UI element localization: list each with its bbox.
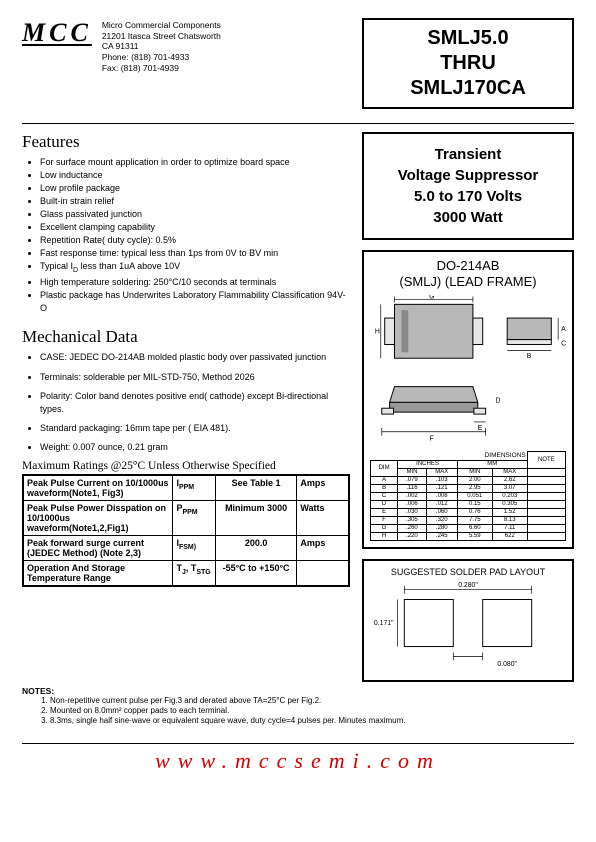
mech-item: Polarity: Color band denotes positive en… [40, 390, 350, 416]
desc-l3: 5.0 to 170 Volts [368, 186, 568, 207]
feature-item: Built-in strain relief [40, 195, 350, 208]
pkg-l1: DO-214AB [437, 258, 500, 273]
svg-text:G: G [429, 295, 434, 300]
header-row: MCC Micro Commercial Components 21201 It… [22, 18, 574, 109]
max-ratings-table: Peak Pulse Current on 10/1000us waveform… [22, 474, 350, 587]
feature-item: Glass passivated junction [40, 208, 350, 221]
feature-item: Repetition Rate( duty cycle): 0.5% [40, 234, 350, 247]
mech-heading: Mechanical Data [22, 327, 350, 347]
company-addr2: CA 91311 [102, 41, 221, 52]
svg-text:0.171": 0.171" [374, 620, 394, 627]
pkg-l2: (SMLJ) (LEAD FRAME) [399, 274, 536, 289]
content-columns: Features For surface mount application i… [22, 132, 574, 682]
package-box: DO-214AB (SMLJ) (LEAD FRAME) G H [362, 250, 574, 549]
company-address: Micro Commercial Components 21201 Itasca… [102, 20, 221, 73]
solder-pad-box: SUGGESTED SOLDER PAD LAYOUT 0.280" 0.171… [362, 559, 574, 682]
note-item: 8.3ms, single half sine-wave or equivale… [50, 716, 574, 725]
desc-l4: 3000 Watt [368, 207, 568, 228]
note-item: Non-repetitive current pulse per Fig.3 a… [50, 696, 574, 705]
svg-text:0.280": 0.280" [458, 581, 478, 588]
svg-text:C: C [561, 341, 566, 348]
desc-l1: Transient [368, 144, 568, 165]
mech-item: Standard packaging: 16mm tape per ( EIA … [40, 422, 350, 435]
package-drawing: G H A B C D [370, 295, 566, 445]
mech-item: CASE: JEDEC DO-214AB molded plastic body… [40, 351, 350, 364]
table-row: Peak Pulse Current on 10/1000us waveform… [23, 475, 349, 501]
feature-item: Plastic package has Underwrites Laborato… [40, 289, 350, 315]
left-column: Features For surface mount application i… [22, 132, 350, 682]
feature-item: Low inductance [40, 169, 350, 182]
table-row: Operation And Storage Temperature RangeT… [23, 560, 349, 586]
company-fax: Fax: (818) 701-4939 [102, 63, 221, 74]
svg-text:B: B [527, 353, 532, 360]
feature-item: High temperature soldering: 250°C/10 sec… [40, 276, 350, 289]
header-left: MCC Micro Commercial Components 21201 It… [22, 18, 352, 109]
svg-text:0.080": 0.080" [497, 661, 517, 668]
package-title: DO-214AB (SMLJ) (LEAD FRAME) [370, 258, 566, 289]
title-l1: SMLJ5.0 [368, 26, 568, 51]
svg-text:D: D [495, 398, 500, 405]
pad-title: SUGGESTED SOLDER PAD LAYOUT [370, 567, 566, 577]
svg-text:E: E [478, 425, 483, 432]
title-l3: SMLJ170CA [368, 76, 568, 101]
desc-l2: Voltage Suppressor [368, 165, 568, 186]
table-row: Peak forward surge current (JEDEC Method… [23, 535, 349, 560]
features-heading: Features [22, 132, 350, 152]
mech-item: Weight: 0.007 ounce, 0.21 gram [40, 441, 350, 454]
table-row: Peak Pulse Power Disspation on 10/1000us… [23, 500, 349, 535]
note-item: Mounted on 8.0mm² copper pads to each te… [50, 706, 574, 715]
footer-url: www.mccsemi.com [22, 748, 574, 774]
right-column: Transient Voltage Suppressor 5.0 to 170 … [362, 132, 574, 682]
divider-top [22, 123, 574, 124]
page: MCC Micro Commercial Components 21201 It… [0, 0, 596, 774]
mech-item: Terminals: solderable per MIL-STD-750, M… [40, 371, 350, 384]
part-title-box: SMLJ5.0 THRU SMLJ170CA [362, 18, 574, 109]
max-ratings-heading: Maximum Ratings @25°C Unless Otherwise S… [22, 460, 350, 472]
dimensions-table: DIMENSIONSNOTEDIMINCHESMMMINMAXMINMAXA.0… [370, 451, 566, 541]
company-addr1: 21201 Itasca Street Chatsworth [102, 31, 221, 42]
svg-text:H: H [375, 329, 380, 336]
svg-text:A: A [561, 326, 566, 333]
description-box: Transient Voltage Suppressor 5.0 to 170 … [362, 132, 574, 240]
title-l2: THRU [368, 51, 568, 76]
divider-footer [22, 743, 574, 744]
features-list: For surface mount application in order t… [22, 156, 350, 315]
svg-text:F: F [430, 436, 434, 443]
logo: MCC [22, 18, 92, 48]
feature-item: For surface mount application in order t… [40, 156, 350, 169]
notes-list: Non-repetitive current pulse per Fig.3 a… [22, 696, 574, 725]
company-phone: Phone: (818) 701-4933 [102, 52, 221, 63]
feature-item: Typical ID less than 1uA above 10V [40, 260, 350, 276]
notes-block: NOTES: Non-repetitive current pulse per … [22, 686, 574, 725]
mech-list: CASE: JEDEC DO-214AB molded plastic body… [22, 351, 350, 453]
solder-pad-drawing: 0.280" 0.171" 0.080" [370, 577, 566, 672]
feature-item: Excellent clamping capability [40, 221, 350, 234]
notes-heading: NOTES: [22, 686, 54, 696]
feature-item: Fast response time: typical less than 1p… [40, 247, 350, 260]
company-name: Micro Commercial Components [102, 20, 221, 31]
feature-item: Low profile package [40, 182, 350, 195]
